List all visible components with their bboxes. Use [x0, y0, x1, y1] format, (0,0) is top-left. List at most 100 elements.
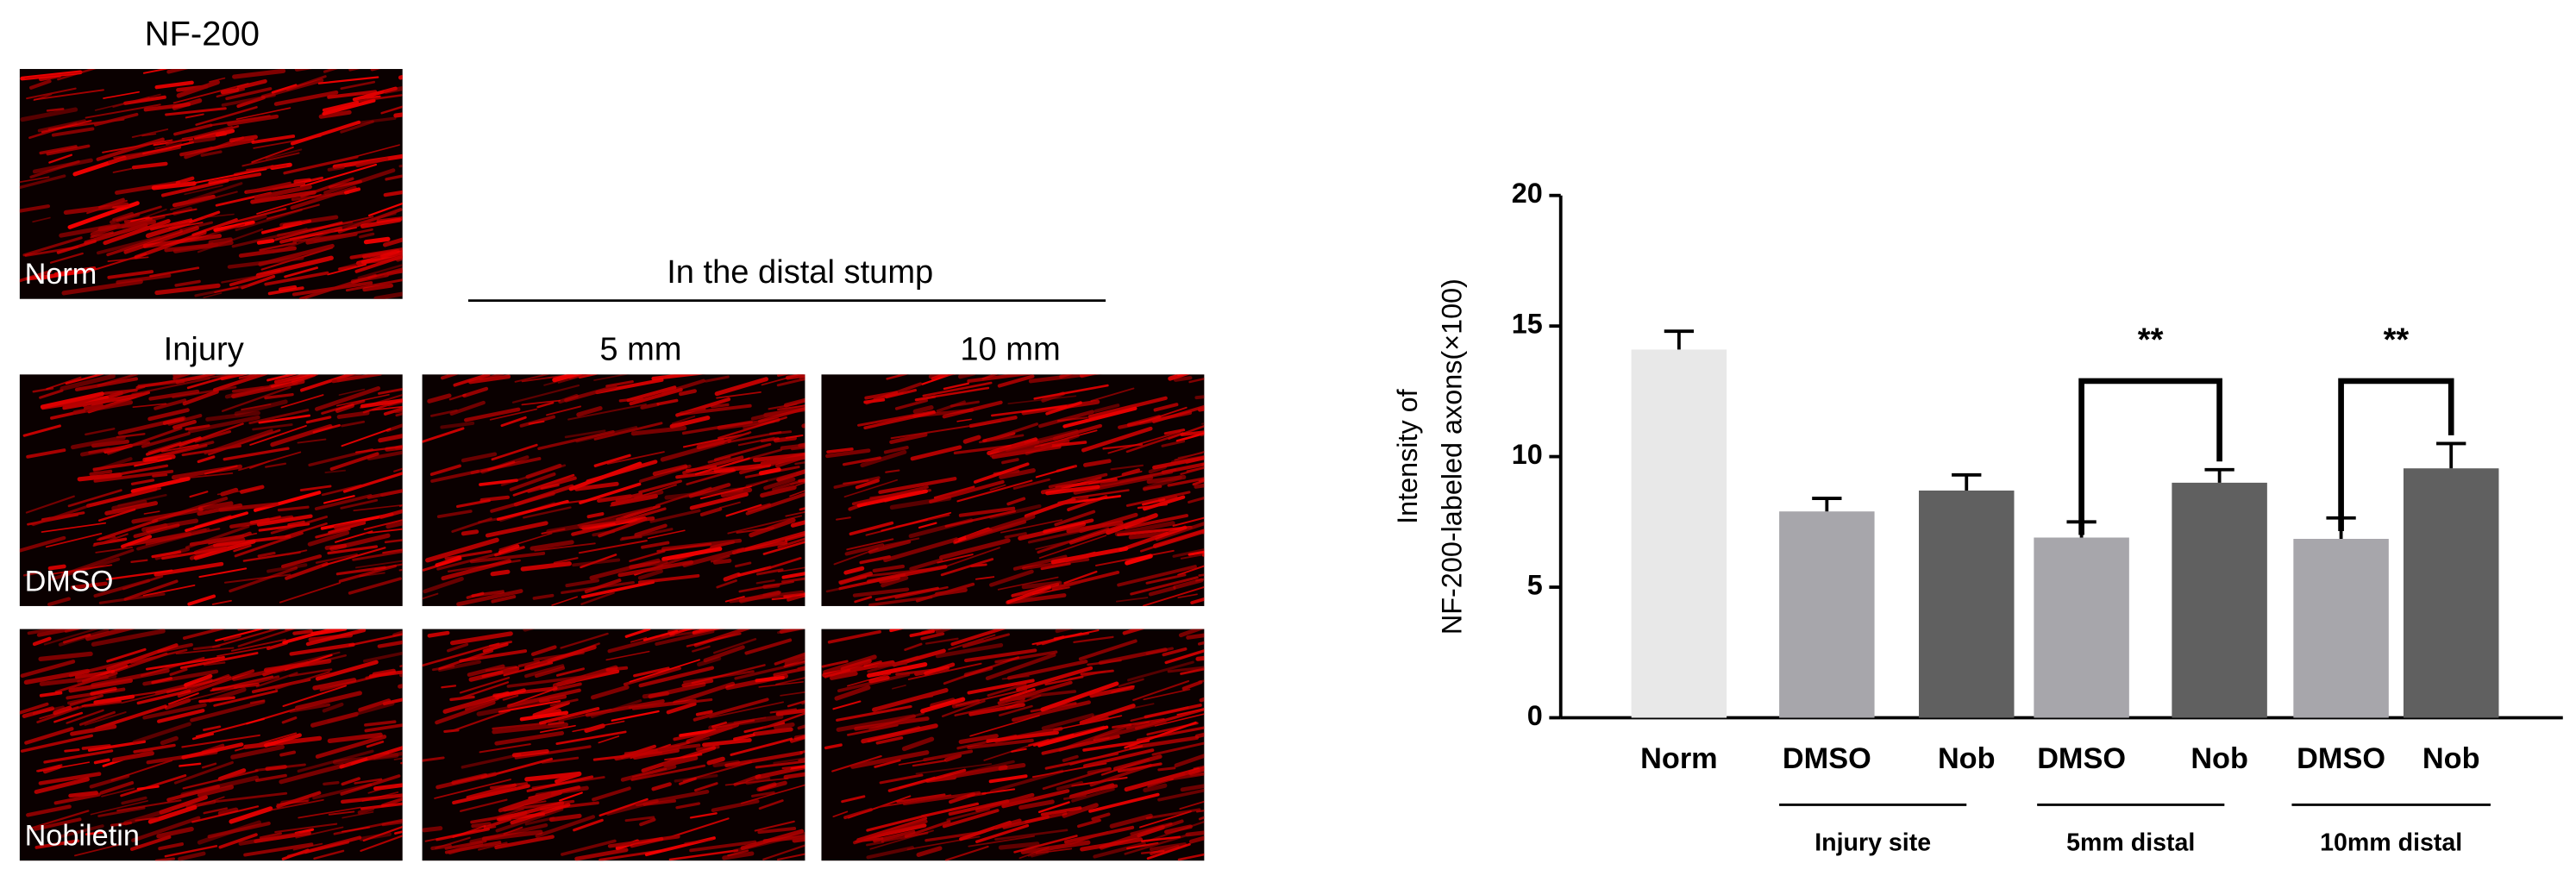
axon-streak [498, 700, 561, 713]
axon-streak [689, 840, 757, 853]
axon-streak [1180, 667, 1205, 675]
axon-streak [168, 222, 204, 229]
axon-streak [723, 572, 741, 582]
axon-streak [1038, 535, 1107, 560]
axon-streak [327, 702, 395, 723]
axon-streak [851, 485, 929, 506]
axon-streak [867, 726, 921, 743]
axon-streak [785, 374, 805, 380]
axon-streak [1126, 660, 1194, 682]
axon-streak [141, 432, 191, 448]
axon-streak [216, 646, 271, 657]
axon-streak [487, 808, 524, 821]
axon-streak [879, 773, 924, 785]
axon-streak [276, 799, 309, 805]
axon-streak [367, 450, 403, 461]
axon-streak [1069, 516, 1145, 545]
axon-streak [990, 769, 1064, 793]
axon-streak [90, 686, 117, 696]
axon-streak [315, 527, 351, 539]
axon-streak [321, 399, 366, 415]
axon-streak [36, 764, 63, 773]
axon-streak [97, 219, 157, 232]
axon-streak [535, 666, 566, 679]
axon-streak [1145, 573, 1187, 585]
axon-streak [382, 237, 403, 247]
axon-streak [27, 810, 90, 830]
axon-streak [750, 791, 775, 798]
axon-streak [1119, 525, 1188, 553]
axon-streak [1201, 462, 1205, 466]
axon-streak [461, 452, 498, 463]
axon-streak [197, 785, 235, 798]
axon-streak [161, 546, 228, 560]
axon-streak [671, 415, 696, 425]
axon-streak [834, 685, 871, 701]
axon-streak [89, 469, 113, 476]
axon-streak [833, 547, 879, 566]
axon-streak [1197, 641, 1205, 646]
axon-streak [795, 481, 805, 487]
axon-streak [45, 532, 103, 548]
axon-streak [630, 425, 687, 436]
axon-streak [340, 80, 376, 91]
axon-streak [49, 252, 84, 264]
axon-streak [1059, 374, 1074, 378]
axon-streak [789, 490, 805, 497]
axon-streak [359, 232, 375, 239]
axon-streak [500, 416, 527, 428]
axon-streak [327, 545, 379, 555]
axon-streak [1041, 713, 1094, 730]
axon-streak [615, 492, 643, 502]
axon-streak [145, 208, 197, 220]
axon-streak [249, 460, 271, 469]
axon-streak [299, 374, 356, 392]
axon-streak [98, 592, 166, 604]
x-tick-label: Nob [2191, 742, 2248, 775]
axon-streak [1175, 432, 1205, 442]
axon-streak [798, 442, 805, 447]
axon-streak [315, 553, 358, 564]
axon-streak [338, 388, 366, 396]
axon-streak [1094, 403, 1120, 413]
axon-streak [633, 666, 670, 678]
axon-streak [154, 80, 194, 90]
y-axis-label: Intensity of [1392, 388, 1423, 524]
axon-streak [363, 519, 403, 530]
axon-streak [524, 771, 582, 782]
axon-streak [91, 629, 166, 647]
axon-streak [61, 548, 135, 577]
axon-streak [968, 703, 1025, 716]
axon-streak [19, 176, 50, 183]
axon-streak [180, 775, 260, 798]
panel-label: Nobiletin [25, 820, 140, 853]
axon-streak [1194, 395, 1205, 400]
error-bar [1812, 497, 1842, 512]
axon-streak [158, 842, 185, 851]
axon-streak [263, 659, 332, 672]
axon-streak [981, 788, 1016, 795]
axon-streak [738, 590, 781, 604]
axon-streak [187, 182, 243, 203]
axon-streak [1198, 573, 1205, 577]
axon-streak [1113, 754, 1163, 772]
axon-streak [154, 857, 175, 861]
axon-streak [20, 734, 94, 753]
axon-streak [283, 155, 359, 175]
axon-streak [188, 136, 216, 144]
y-tick-label: 20 [1512, 178, 1543, 209]
axon-streak [854, 596, 873, 604]
axon-streak [348, 577, 402, 595]
axon-streak [536, 401, 555, 409]
axon-streak [147, 804, 197, 824]
axon-streak [234, 399, 288, 416]
axon-streak [1079, 374, 1096, 378]
axon-streak [577, 506, 653, 527]
axon-streak [718, 416, 787, 440]
axon-streak [638, 666, 715, 688]
axon-streak [105, 569, 173, 581]
axon-streak [838, 571, 874, 585]
axon-streak [221, 271, 285, 284]
axon-streak [36, 629, 81, 637]
axon-streak [641, 746, 717, 773]
